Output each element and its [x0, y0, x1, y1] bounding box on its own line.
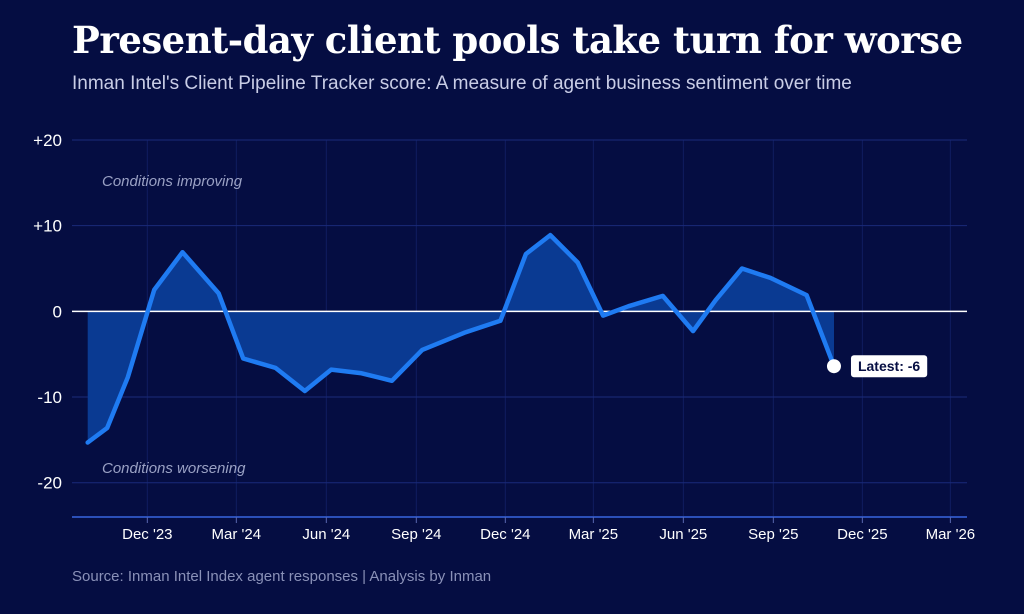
y-tick-label: -10 [37, 388, 62, 407]
latest-point-marker [826, 359, 841, 374]
x-tick-label: Mar '25 [569, 526, 619, 543]
y-tick-label: +10 [33, 217, 62, 236]
x-tick-label: Jun '24 [302, 526, 350, 543]
latest-value-label: Latest: -6 [850, 355, 928, 378]
area-fill [87, 235, 834, 443]
annotation-conditions-worsening: Conditions worsening [102, 460, 246, 477]
y-tick-label: 0 [53, 302, 62, 321]
x-tick-label: Sep '25 [748, 526, 798, 543]
x-tick-label: Mar '24 [212, 526, 262, 543]
y-tick-label: -20 [37, 474, 62, 493]
chart-subtitle: Inman Intel's Client Pipeline Tracker sc… [72, 73, 852, 94]
series-line [85, 232, 837, 445]
x-axis-ticks: Dec '23 Mar '24 Jun '24 Sep '24 Dec '24 Mar '… [122, 517, 975, 543]
annotation-conditions-improving: Conditions improving [102, 173, 243, 190]
latest-label-text: Latest: -6 [858, 358, 920, 374]
x-tick-label: Dec '25 [837, 526, 887, 543]
x-tick-label: Dec '23 [122, 526, 172, 543]
y-tick-label: +20 [33, 131, 62, 150]
latest-label-box [850, 355, 928, 378]
x-tick-label: Jun '25 [659, 526, 707, 543]
x-tick-label: Dec '24 [480, 526, 530, 543]
y-axis-ticks: +20 +10 0 -10 -20 [33, 131, 62, 493]
chart-title: Present-day client pools take turn for w… [72, 18, 963, 62]
x-tick-label: Mar '26 [926, 526, 976, 543]
x-tick-label: Sep '24 [391, 526, 441, 543]
source-note: Source: Inman Intel Index agent response… [72, 568, 492, 585]
